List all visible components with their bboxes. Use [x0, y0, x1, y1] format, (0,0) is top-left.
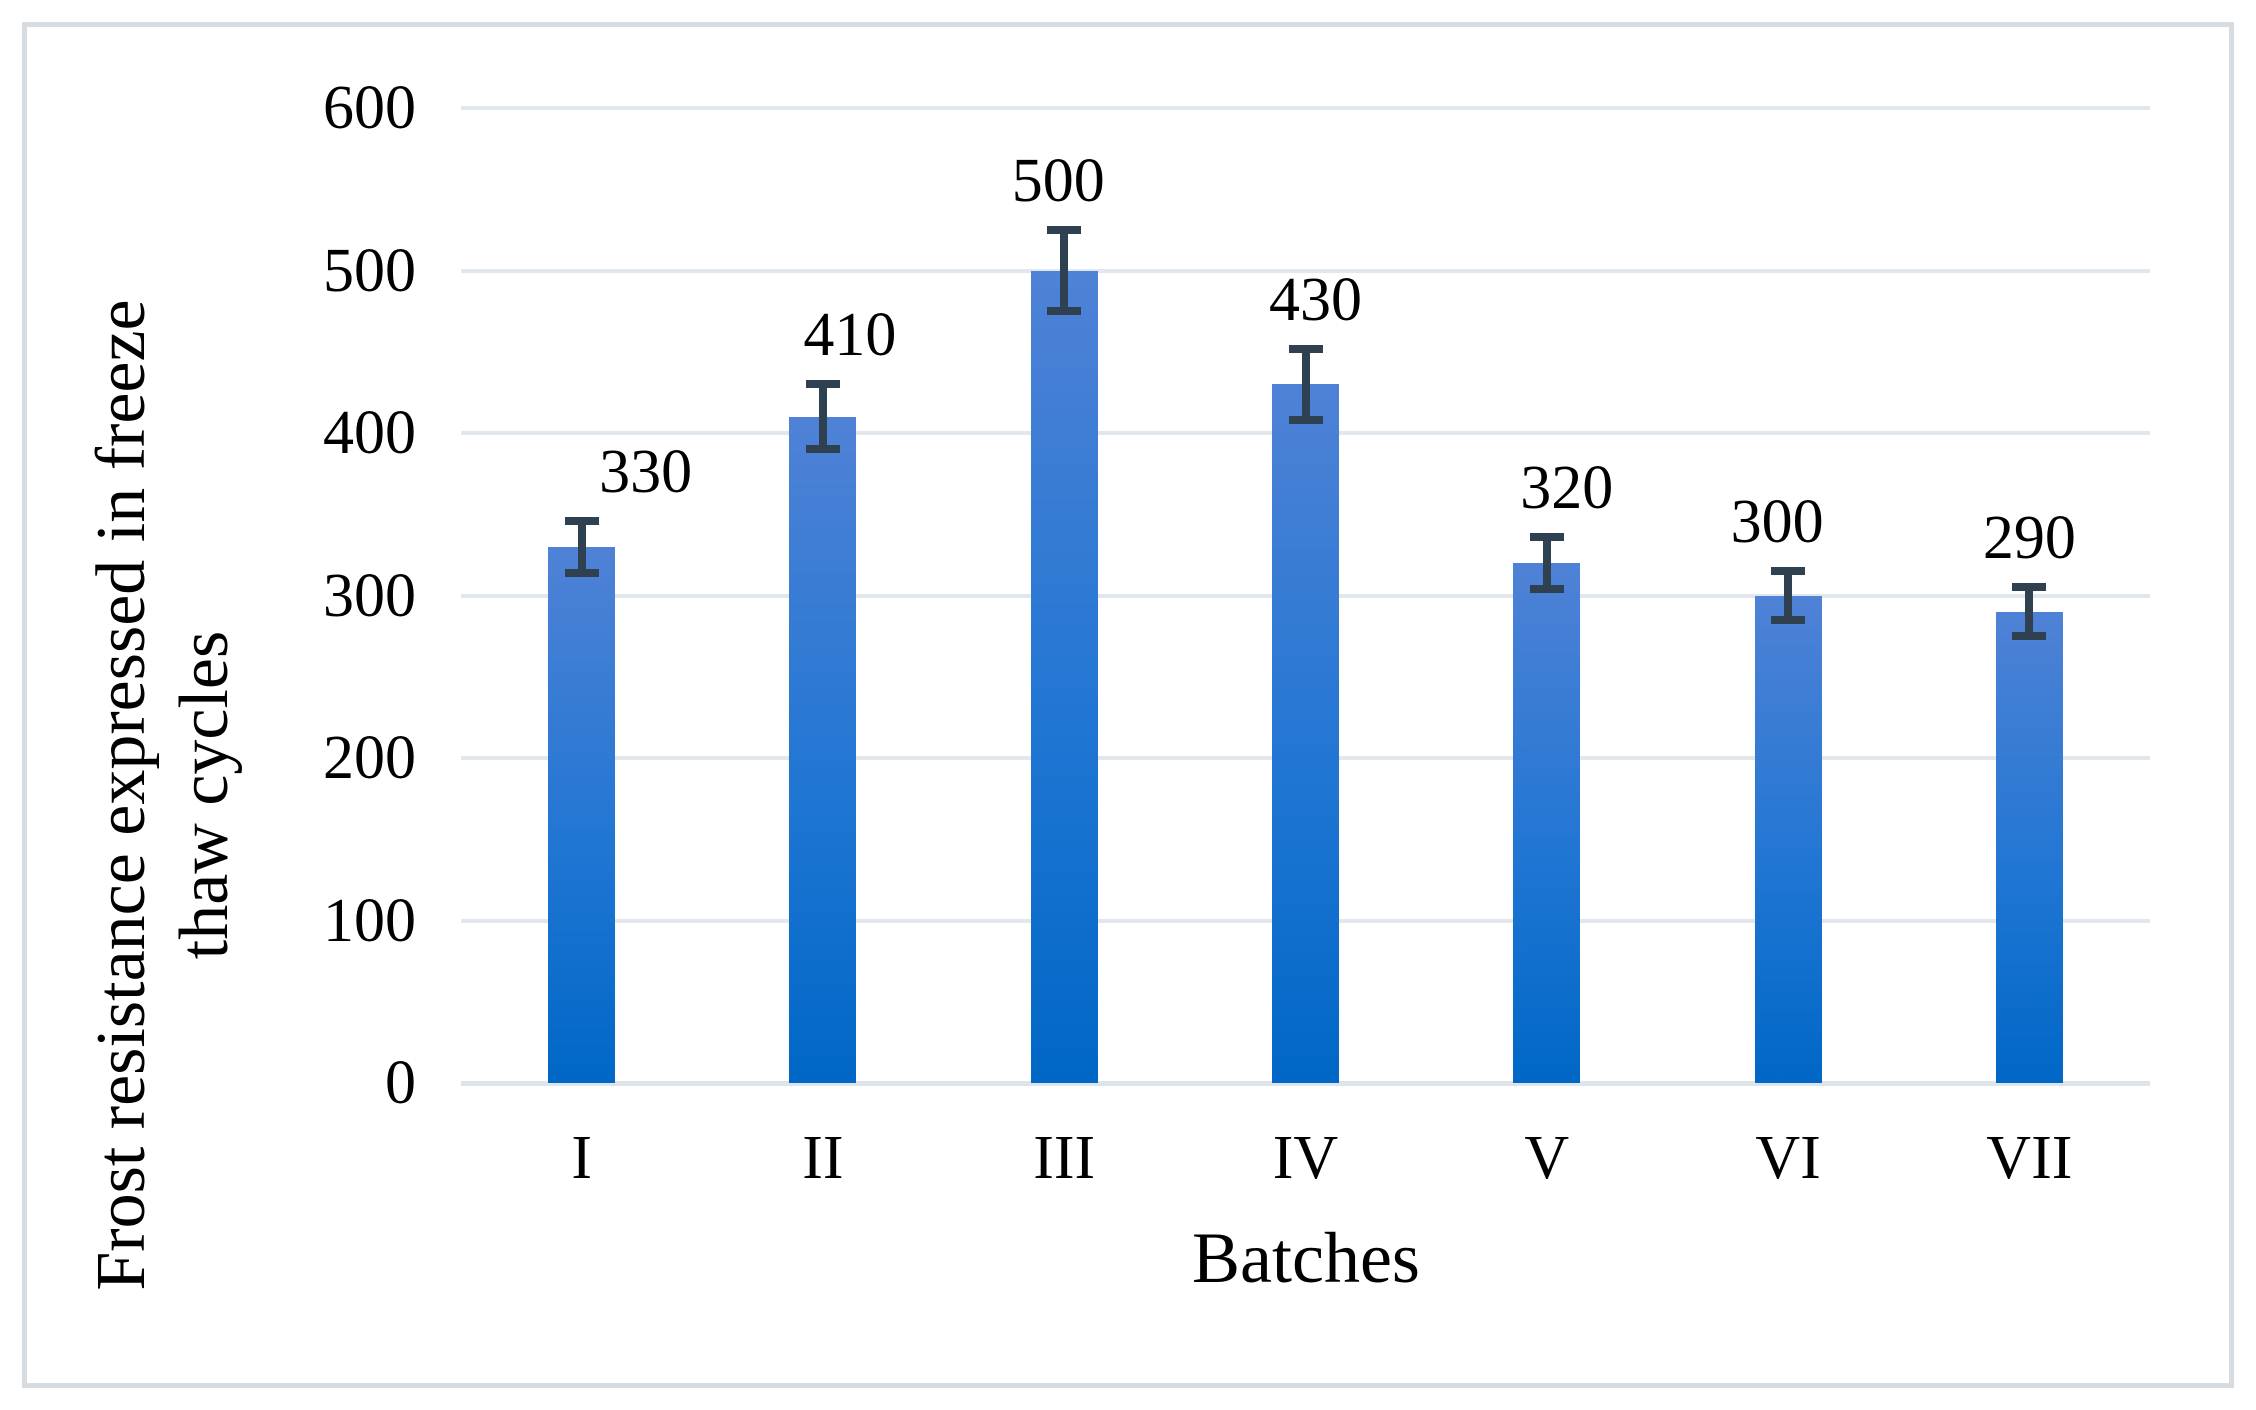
y-tick-label-0: 0 — [385, 1049, 416, 1117]
chart-border-frame — [22, 22, 2234, 1388]
x-tick-label-II: II — [802, 1124, 844, 1192]
error-bar-stem-III — [1060, 229, 1069, 312]
error-bar-bottom-cap-VI — [1771, 615, 1806, 624]
data-label-VI: 300 — [1730, 488, 1824, 557]
error-bar-top-cap-II — [805, 380, 840, 389]
y-tick-label-200: 200 — [323, 724, 416, 792]
error-bar-bottom-cap-IV — [1288, 416, 1323, 424]
data-label-III: 500 — [1011, 146, 1105, 215]
gridline-600 — [461, 106, 2150, 110]
error-bar-stem-II — [818, 384, 827, 450]
x-tick-label-VI: VI — [1755, 1124, 1821, 1192]
error-bar-top-cap-V — [1529, 533, 1564, 541]
error-bar-bottom-cap-III — [1047, 307, 1082, 316]
data-label-I: 330 — [599, 437, 693, 506]
x-tick-label-III: III — [1033, 1124, 1096, 1192]
error-bar-bottom-cap-VII — [2012, 632, 2047, 641]
error-bar-bottom-cap-V — [1529, 585, 1564, 593]
x-tick-label-VII: VII — [1986, 1124, 2073, 1192]
error-bar-bottom-cap-I — [564, 568, 599, 577]
y-tick-label-400: 400 — [323, 399, 416, 467]
error-bar-bottom-cap-II — [805, 445, 840, 454]
x-axis-title: Batches — [1192, 1218, 1420, 1298]
x-tick-label-I: I — [571, 1124, 592, 1192]
y-axis-title-line1: Frost resistance expressed in freeze — [83, 299, 160, 1291]
x-tick-label-IV: IV — [1272, 1124, 1339, 1192]
y-tick-label-100: 100 — [323, 886, 416, 955]
error-bar-stem-VI — [1784, 571, 1793, 620]
data-label-II: 410 — [803, 301, 897, 370]
gridline-500 — [461, 268, 2150, 273]
error-bar-stem-VII — [2025, 587, 2034, 637]
bar-VII — [1995, 611, 2063, 1083]
error-bar-stem-I — [577, 520, 586, 573]
error-bar-top-cap-VI — [1771, 567, 1806, 576]
error-bar-top-cap-I — [564, 516, 599, 525]
error-bar-stem-V — [1542, 537, 1551, 589]
y-tick-label-300: 300 — [323, 561, 416, 630]
bar-II — [789, 416, 857, 1083]
error-bar-stem-IV — [1301, 348, 1310, 420]
y-tick-label-600: 600 — [323, 74, 416, 142]
error-bar-top-cap-IV — [1288, 344, 1323, 353]
x-tick-label-V: V — [1524, 1124, 1570, 1192]
bar-VI — [1754, 595, 1822, 1083]
bar-V — [1513, 563, 1581, 1083]
data-label-VII: 290 — [1982, 504, 2076, 573]
bar-I — [548, 546, 616, 1083]
x-axis-baseline — [461, 1081, 2150, 1086]
bar-III — [1030, 270, 1098, 1083]
error-bar-top-cap-VII — [2012, 583, 2047, 592]
y-tick-label-500: 500 — [323, 236, 416, 305]
data-label-IV: 430 — [1269, 265, 1362, 334]
error-bar-top-cap-III — [1047, 225, 1082, 234]
bar-IV — [1272, 384, 1339, 1083]
data-label-V: 320 — [1520, 454, 1614, 522]
